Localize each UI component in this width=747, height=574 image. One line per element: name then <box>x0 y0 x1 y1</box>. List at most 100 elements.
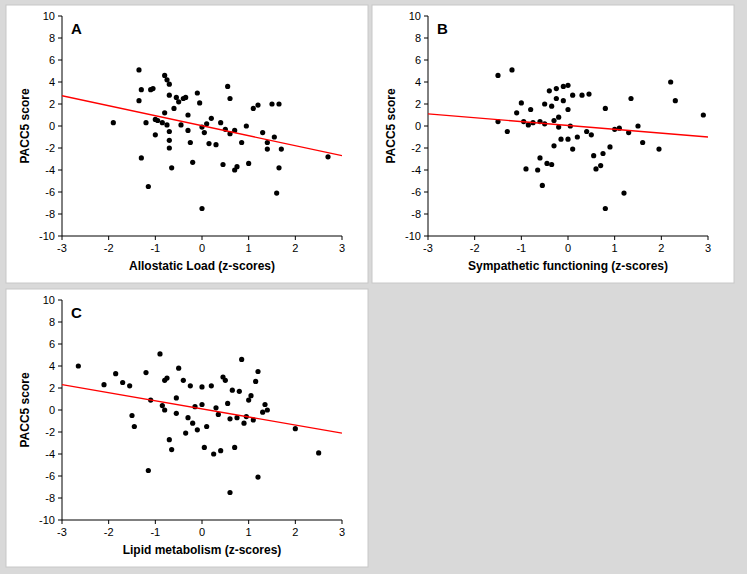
y-tick-label: 6 <box>49 338 55 350</box>
data-point <box>570 93 575 98</box>
data-point <box>218 448 223 453</box>
y-tick <box>424 214 428 215</box>
data-point <box>255 103 260 108</box>
y-tick <box>424 82 428 83</box>
data-point <box>199 384 204 389</box>
data-point <box>554 96 559 101</box>
panel-background <box>6 5 368 283</box>
data-point <box>551 143 556 148</box>
data-point <box>223 378 228 383</box>
data-point <box>153 132 158 137</box>
data-point <box>181 378 186 383</box>
data-point <box>183 95 188 100</box>
y-tick-label: 10 <box>43 10 55 22</box>
data-point <box>509 67 514 72</box>
data-point <box>575 134 580 139</box>
x-tick <box>108 520 109 524</box>
y-axis-label: PACC5 score <box>18 88 32 163</box>
data-point <box>701 112 706 117</box>
x-tick <box>248 236 249 240</box>
data-point <box>272 134 277 139</box>
data-point <box>169 165 174 170</box>
y-tick-label: 2 <box>49 382 55 394</box>
x-tick <box>295 236 296 240</box>
data-point <box>239 140 244 145</box>
y-tick-label: -10 <box>39 230 55 242</box>
y-tick-label: 4 <box>415 76 421 88</box>
y-tick <box>58 214 62 215</box>
y-tick-label: 0 <box>49 404 55 416</box>
y-tick <box>58 60 62 61</box>
data-point <box>265 407 270 412</box>
y-tick <box>58 126 62 127</box>
data-point <box>157 351 162 356</box>
data-point <box>146 184 151 189</box>
x-axis-label: Allostatic Load (z-scores) <box>129 259 275 273</box>
y-tick-label: -4 <box>45 164 55 176</box>
data-point <box>162 407 167 412</box>
x-tick <box>248 520 249 524</box>
x-tick-label: -2 <box>104 242 114 254</box>
data-point <box>260 130 265 135</box>
data-point <box>190 421 195 426</box>
data-point <box>160 120 165 125</box>
data-point <box>199 402 204 407</box>
data-point <box>668 79 673 84</box>
x-tick-label: -1 <box>516 242 526 254</box>
data-point <box>167 437 172 442</box>
data-point <box>197 100 202 105</box>
y-tick <box>424 60 428 61</box>
data-point <box>540 183 545 188</box>
x-tick <box>62 236 63 240</box>
y-tick <box>58 16 62 17</box>
y-tick-label: -10 <box>405 230 421 242</box>
data-point <box>255 369 260 374</box>
y-tick <box>58 236 62 237</box>
data-point <box>505 129 510 134</box>
y-tick <box>58 322 62 323</box>
data-point <box>164 77 169 82</box>
data-point <box>265 147 270 152</box>
data-point <box>526 122 531 127</box>
data-point <box>547 88 552 93</box>
data-point <box>591 153 596 158</box>
y-tick <box>58 476 62 477</box>
data-point <box>167 145 172 150</box>
data-point <box>171 106 176 111</box>
data-point <box>227 490 232 495</box>
data-point <box>556 115 561 120</box>
data-point <box>262 402 267 407</box>
data-point <box>209 383 214 388</box>
data-point <box>246 161 251 166</box>
data-point <box>76 363 81 368</box>
x-tick-label: 0 <box>199 242 205 254</box>
x-tick <box>342 236 343 240</box>
y-tick-label: 4 <box>49 76 55 88</box>
data-point <box>528 107 533 112</box>
data-point <box>635 123 640 128</box>
y-tick-label: 2 <box>415 98 421 110</box>
data-point <box>225 401 230 406</box>
data-point <box>523 166 528 171</box>
data-point <box>230 388 235 393</box>
y-tick-label: -4 <box>45 448 55 460</box>
data-point <box>162 73 167 78</box>
data-point <box>211 451 216 456</box>
regression-line <box>428 114 708 137</box>
panel-background <box>6 289 368 567</box>
data-point <box>276 165 281 170</box>
data-point <box>248 393 253 398</box>
data-point <box>136 98 141 103</box>
data-point <box>176 366 181 371</box>
y-tick-label: 10 <box>409 10 421 22</box>
x-tick-label: 0 <box>199 526 205 538</box>
data-point <box>167 138 172 143</box>
figure: -3-2-10123-10-8-6-4-20246810Allostatic L… <box>0 0 747 574</box>
data-point <box>167 82 172 87</box>
data-point <box>241 421 246 426</box>
data-point <box>561 98 566 103</box>
x-axis-label: Sympathetic functioning (z-scores) <box>468 259 668 273</box>
data-point <box>143 120 148 125</box>
data-point <box>535 167 540 172</box>
data-point <box>185 128 190 133</box>
